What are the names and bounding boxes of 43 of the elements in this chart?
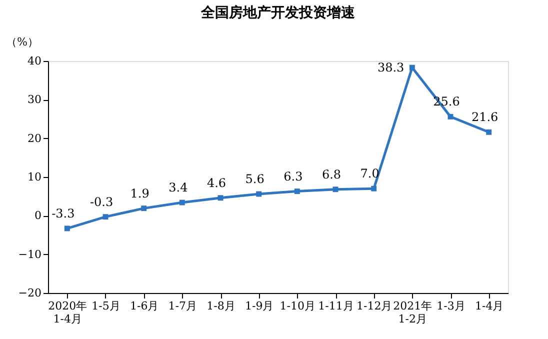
- data-label: -0.3: [90, 194, 114, 209]
- data-label: 6.3: [284, 169, 303, 184]
- data-label: 38.3: [377, 60, 404, 75]
- data-label: -3.3: [52, 206, 75, 220]
- y-tick-label: −20: [18, 286, 42, 300]
- point: [64, 226, 70, 232]
- y-tick-label: 10: [28, 170, 42, 184]
- y-tick-label: 20: [28, 132, 42, 145]
- data-label: 1.9: [130, 186, 150, 200]
- x-tick-label: 1-9月: [244, 300, 274, 312]
- point: [486, 129, 492, 135]
- chart-title: 全国房地产开发投资增速: [200, 4, 356, 21]
- x-tick-label: 2021年 1-2月: [393, 300, 432, 326]
- point: [218, 195, 224, 201]
- x-tick-label: 1-12月: [356, 300, 392, 312]
- x-tick-label: 1-4月: [474, 300, 504, 312]
- y-tick-label: 0: [34, 209, 42, 222]
- point: [179, 200, 185, 206]
- data-label: 3.4: [168, 180, 188, 195]
- data-label: 4.6: [206, 176, 226, 190]
- y-tick-label: 30: [28, 93, 42, 106]
- x-tick-label: 1-8月: [206, 300, 236, 312]
- point: [141, 206, 147, 212]
- y-axis-title: （%）: [6, 36, 38, 48]
- data-label: 21.6: [471, 110, 498, 124]
- x-tick-label: 1-3月: [436, 300, 466, 312]
- y-tick-label: −10: [18, 248, 42, 261]
- y-tick-label: 40: [28, 54, 42, 68]
- x-tick-label: 2020年 1-4月: [48, 300, 88, 326]
- x-tick-label: 1-6月: [130, 300, 159, 312]
- x-tick-label: 1-11月: [318, 300, 354, 312]
- point: [371, 186, 377, 192]
- point: [409, 64, 415, 70]
- x-tick-label: 1-7月: [168, 300, 198, 312]
- point: [102, 214, 108, 220]
- point: [294, 188, 300, 194]
- data-label: 5.6: [245, 172, 264, 186]
- x-tick-label: 1-10月: [280, 300, 316, 312]
- point: [256, 191, 262, 197]
- point: [448, 114, 454, 120]
- x-tick-label: 1-5月: [92, 300, 120, 312]
- data-label: 6.8: [322, 167, 342, 182]
- point: [332, 186, 338, 192]
